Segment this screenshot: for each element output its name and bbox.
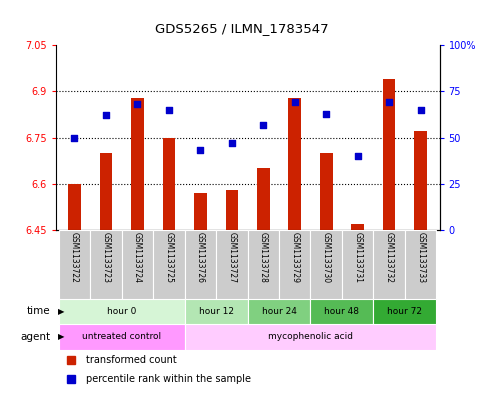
Text: GSM1133733: GSM1133733 (416, 232, 425, 283)
Bar (248, 230, 279, 299)
Bar (153, 230, 185, 299)
Text: hour 0: hour 0 (107, 307, 136, 316)
Text: hour 24: hour 24 (262, 307, 297, 316)
Bar (373, 299, 436, 324)
Text: GDS5265 / ILMN_1783547: GDS5265 / ILMN_1783547 (155, 22, 328, 35)
Text: transformed count: transformed count (86, 354, 177, 365)
Bar (279, 230, 311, 299)
Bar (59, 299, 185, 324)
Point (197, 147, 204, 154)
Text: GSM1133730: GSM1133730 (322, 232, 331, 283)
Text: GSM1133732: GSM1133732 (384, 232, 394, 283)
Bar (59, 324, 185, 350)
Text: GSM1133729: GSM1133729 (290, 232, 299, 283)
Text: percentile rank within the sample: percentile rank within the sample (86, 374, 251, 384)
Text: GSM1133727: GSM1133727 (227, 232, 236, 283)
Point (133, 101, 141, 107)
Bar (352, 224, 364, 230)
Bar (68, 184, 81, 230)
Text: hour 48: hour 48 (325, 307, 359, 316)
Text: GSM1133731: GSM1133731 (353, 232, 362, 283)
Bar (194, 193, 207, 230)
Bar (288, 97, 301, 230)
Bar (257, 168, 270, 230)
Text: hour 72: hour 72 (387, 307, 423, 316)
Point (165, 107, 173, 113)
Point (385, 99, 393, 106)
Text: agent: agent (21, 332, 51, 342)
Point (291, 99, 298, 106)
Text: GSM1133725: GSM1133725 (164, 232, 173, 283)
Text: GSM1133726: GSM1133726 (196, 232, 205, 283)
Text: hour 12: hour 12 (199, 307, 234, 316)
Bar (226, 190, 238, 230)
Point (71, 134, 78, 141)
Bar (373, 230, 405, 299)
Bar (320, 153, 332, 230)
Bar (342, 230, 373, 299)
Bar (248, 299, 311, 324)
Text: GSM1133723: GSM1133723 (101, 232, 111, 283)
Text: mycophenolic acid: mycophenolic acid (268, 332, 353, 342)
Bar (90, 230, 122, 299)
Point (259, 121, 267, 128)
Text: GSM1133724: GSM1133724 (133, 232, 142, 283)
Text: untreated control: untreated control (82, 332, 161, 342)
Point (102, 112, 110, 119)
Bar (59, 230, 90, 299)
Bar (163, 138, 175, 230)
Point (417, 107, 425, 113)
Text: time: time (27, 307, 51, 316)
Bar (311, 299, 373, 324)
Text: ▶: ▶ (58, 307, 64, 316)
Bar (216, 230, 248, 299)
Point (322, 110, 330, 117)
Bar (99, 153, 112, 230)
Text: GSM1133728: GSM1133728 (259, 232, 268, 283)
Bar (311, 230, 342, 299)
Bar (122, 230, 153, 299)
Point (228, 140, 236, 146)
Text: ▶: ▶ (58, 332, 64, 342)
Bar (131, 97, 143, 230)
Point (354, 153, 362, 159)
Bar (185, 230, 216, 299)
Bar (414, 131, 427, 230)
Bar (405, 230, 436, 299)
Bar (185, 299, 248, 324)
Bar (185, 324, 436, 350)
Bar (383, 79, 396, 230)
Text: GSM1133722: GSM1133722 (70, 232, 79, 283)
